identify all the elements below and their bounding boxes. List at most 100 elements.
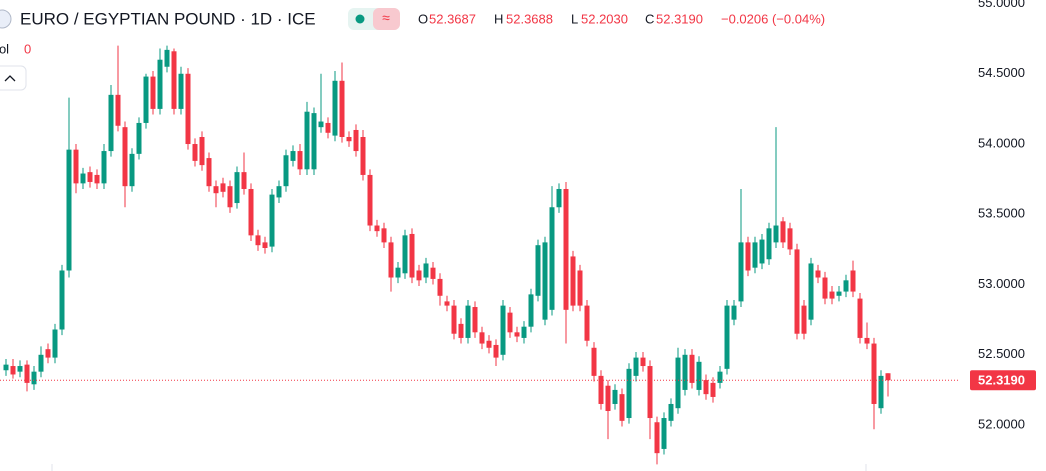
last-price-label: 52.3190 (978, 373, 1025, 388)
candle-body (122, 127, 128, 187)
candle-body (682, 354, 688, 390)
candle-body (178, 73, 184, 109)
ohlc-label: C (645, 11, 654, 26)
candle-body (290, 151, 296, 161)
candle-body (696, 361, 702, 390)
collapse-button[interactable] (0, 65, 27, 91)
candle-body (10, 366, 16, 375)
y-tick-label: 53.5000 (978, 206, 1025, 221)
candle-body (339, 80, 345, 138)
symbol-icon (0, 9, 12, 29)
candle-body (297, 151, 303, 170)
y-tick-label: 54.5000 (978, 65, 1025, 80)
candle-body (458, 323, 464, 338)
candle-body (591, 347, 597, 376)
candle-body (703, 380, 709, 395)
candle-body (416, 270, 422, 281)
candle-body (185, 73, 191, 145)
delayed-icon: ≈ (382, 10, 390, 26)
candle-body (521, 326, 527, 338)
candle-body (836, 291, 842, 296)
candle-body (157, 59, 163, 109)
candle-body (3, 364, 9, 371)
candle-body (66, 149, 72, 271)
price-axis: 52.0000 52.5000 53.0000 53.5000 54.0000 54.50… (970, 0, 1036, 431)
candle-body (437, 278, 443, 296)
candle-body (647, 366, 653, 419)
candle-body (59, 270, 65, 330)
candle-body (528, 294, 534, 327)
candle-body (213, 186, 219, 194)
candle-body (52, 329, 58, 358)
y-tick-label: 52.5000 (978, 346, 1025, 361)
candle-body (710, 382, 716, 397)
candle-body (234, 172, 240, 204)
candle-body (850, 270, 856, 292)
candle-body (822, 277, 828, 299)
candle-body (626, 368, 632, 419)
candle-body (101, 151, 107, 184)
candle-body (787, 228, 793, 250)
candle-body (409, 233, 415, 278)
candle-body (360, 137, 366, 175)
candle-body (563, 188, 569, 310)
ohlc-label: L (571, 11, 578, 26)
candle-body (514, 332, 520, 337)
candle-body (311, 113, 317, 170)
ohlc-change: −0.0206 (−0.04%) (721, 11, 825, 26)
candle-body (759, 239, 765, 264)
collapse-icon (4, 75, 16, 82)
candle-body (815, 270, 821, 278)
candle-body (780, 221, 786, 243)
candle-body (857, 298, 863, 338)
candle-body (612, 389, 618, 404)
ohlc-label: H (494, 11, 503, 26)
candle-body (136, 122, 142, 154)
candle-body (801, 305, 807, 334)
candle-body (878, 375, 884, 409)
candle-body (654, 422, 660, 454)
volume-label: Vol (0, 41, 9, 56)
candle-body (346, 137, 352, 142)
candle-body (87, 172, 93, 182)
candle-body (871, 343, 877, 404)
candle-body (94, 174, 100, 184)
candle-body (451, 305, 457, 334)
candle-body (493, 344, 499, 358)
candle-body (276, 186, 282, 198)
candle-body (556, 188, 562, 208)
candle-body (619, 394, 625, 421)
candle-body (885, 373, 891, 381)
candle-body (500, 305, 506, 355)
candle-body (479, 332, 485, 344)
y-tick-label: 52.0000 (978, 416, 1025, 431)
candle-body (17, 366, 23, 372)
candle-body (465, 305, 471, 338)
candle-body (444, 301, 450, 306)
candle-body (605, 385, 611, 412)
candle-body (269, 194, 275, 247)
candle-body (45, 349, 51, 358)
candle-body (584, 305, 590, 341)
candle-body (430, 267, 436, 279)
candle-body (206, 158, 212, 187)
candle-body (773, 225, 779, 243)
candle-body (486, 340, 492, 348)
candle-body (675, 357, 681, 409)
candle-body (80, 173, 86, 184)
candle-body (220, 183, 226, 192)
candle-body (24, 364, 30, 383)
last-price-tag (970, 370, 1036, 391)
candle-body (633, 357, 639, 376)
candle-body (31, 371, 37, 385)
candle-body (381, 228, 387, 243)
candle-body (689, 354, 695, 383)
candle-body (388, 242, 394, 278)
candle-body (549, 207, 555, 310)
candle-body (717, 371, 723, 383)
candle-body (241, 172, 247, 189)
candle-body (829, 291, 835, 299)
candle-body (752, 242, 758, 268)
candle-body (395, 267, 401, 278)
